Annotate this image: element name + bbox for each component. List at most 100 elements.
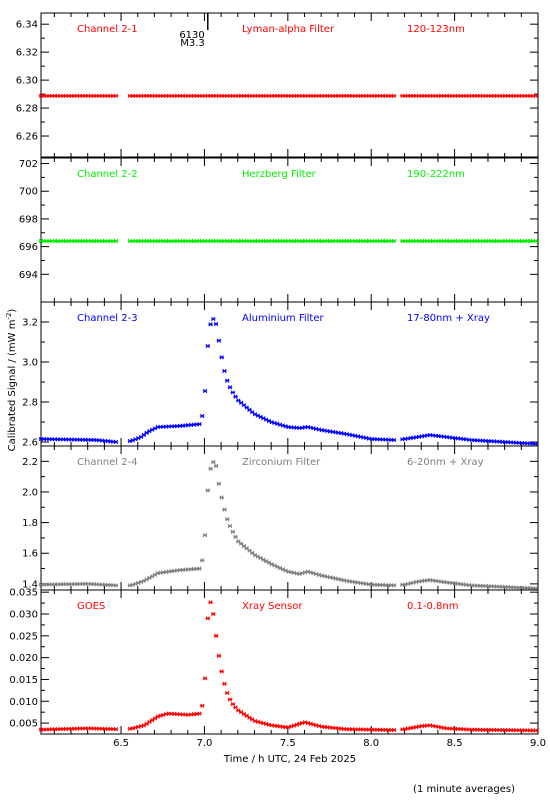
data-point <box>225 378 230 383</box>
data-point <box>200 703 205 708</box>
x-axis-title: Time / h UTC, 24 Feb 2025 <box>223 754 356 765</box>
data-point <box>219 669 224 674</box>
data-point <box>213 463 219 469</box>
y-tick-label: 698 <box>19 214 38 225</box>
data-point <box>197 711 202 716</box>
y-tick-label: 2.8 <box>22 398 38 409</box>
panel-band-label: 6-20nm + Xray <box>407 457 484 468</box>
y-axis-title: Calibrated Signal / (mW m-2) <box>5 309 18 452</box>
x-tick-label: 9.0 <box>530 738 546 749</box>
y-tick-label: 2.2 <box>22 457 38 468</box>
data-point <box>225 517 230 522</box>
data-point <box>208 466 213 471</box>
y-tick-label: 2.6 <box>22 438 38 449</box>
y-tick-label: 0.035 <box>9 588 38 599</box>
x-tick-label: 7.0 <box>196 738 212 749</box>
data-point <box>230 701 235 707</box>
series-points <box>38 238 538 244</box>
data-point <box>113 583 119 588</box>
data-point <box>391 93 397 99</box>
y-tick-label: 6.32 <box>16 48 38 59</box>
panel-5: 0.005 0.010 0.015 0.020 0.025 0.030 0.035 GOES X… <box>9 588 539 735</box>
data-point <box>216 481 222 486</box>
y-tick-label: 1.4 <box>22 579 38 590</box>
data-point <box>219 495 224 500</box>
y-tick-label: 6.30 <box>16 76 38 87</box>
y-tick-label: 0.030 <box>9 610 38 621</box>
y-tick-label: 700 <box>19 187 38 198</box>
y-axis-title-end: ) <box>7 309 18 313</box>
data-point <box>391 727 397 733</box>
data-point <box>391 583 397 588</box>
data-point <box>113 727 119 732</box>
panel-channel-label: Channel 2-4 <box>77 457 138 468</box>
panel-filter-label: Lyman-alpha Filter <box>242 24 335 35</box>
data-point <box>200 413 205 419</box>
data-point <box>222 368 227 374</box>
data-point <box>202 532 208 538</box>
data-point <box>219 355 224 360</box>
y-tick-label: 3.0 <box>22 358 38 369</box>
y-tick-label: 0.020 <box>9 653 38 664</box>
panel-frame <box>40 12 539 158</box>
data-point <box>211 611 216 617</box>
panel-band-label: 17-80nm + Xray <box>407 313 490 324</box>
data-point <box>230 529 235 534</box>
panels-layer: 6.26 6.28 6.30 6.32 6.34 Channel 2-1 Lyman-alp… <box>9 12 546 749</box>
y-tick-label: 694 <box>19 270 38 281</box>
data-point <box>197 566 202 571</box>
y-tick-label: 6.26 <box>16 132 38 143</box>
panel-channel-label: Channel 2-1 <box>77 24 138 35</box>
panel-band-label: 120-123nm <box>407 24 465 35</box>
x-tick-label: 8.5 <box>447 738 463 749</box>
panel-1: 6.26 6.28 6.30 6.32 6.34 Channel 2-1 Lyman-alp… <box>16 12 539 158</box>
y-tick-label: 1.8 <box>22 518 38 529</box>
x-tick-label: 8.0 <box>363 738 379 749</box>
data-point <box>202 676 208 681</box>
panel-channel-label: Channel 2-3 <box>77 313 138 324</box>
event-marker-class: M3.3 <box>180 38 205 49</box>
panel-channel-label: GOES <box>77 601 105 612</box>
panel-filter-label: Xray Sensor <box>242 601 303 612</box>
data-point <box>230 390 235 395</box>
y-tick-label: 696 <box>19 242 38 253</box>
data-point <box>200 558 205 563</box>
data-point <box>533 441 538 447</box>
data-point <box>113 439 119 445</box>
data-point <box>533 728 538 733</box>
data-point <box>113 93 119 99</box>
x-tick-labels: 6.5 7.0 7.5 8.0 8.5 9.0 <box>113 738 546 749</box>
data-point <box>213 633 219 638</box>
data-point <box>208 322 213 327</box>
y-axis-title-main: Calibrated Signal / (mW m <box>7 320 18 452</box>
y-tick-label: 0.010 <box>9 697 38 708</box>
panel-frame <box>40 589 539 735</box>
data-point <box>202 388 208 394</box>
data-point <box>233 534 238 540</box>
series-points <box>38 93 538 99</box>
y-tick-label: 2.0 <box>22 487 38 498</box>
data-point <box>227 385 233 390</box>
data-point <box>227 523 233 529</box>
data-point <box>391 238 397 244</box>
x-tick-label: 6.5 <box>113 738 129 749</box>
x-tick-label: 7.5 <box>280 738 296 749</box>
y-axis-title-exponent: -2 <box>5 313 13 320</box>
panel-filter-label: Zirconium Filter <box>242 457 321 468</box>
panel-filter-label: Herzberg Filter <box>242 169 317 180</box>
data-point <box>227 697 233 702</box>
data-point <box>222 507 227 512</box>
panel-filter-label: Aluminium Filter <box>242 313 325 324</box>
series-points <box>38 600 538 733</box>
data-point <box>216 653 222 658</box>
data-point <box>205 616 210 621</box>
panel-band-label: 0.1-0.8nm <box>407 601 459 612</box>
data-point <box>216 338 222 343</box>
data-point <box>197 422 202 427</box>
data-point <box>222 681 227 686</box>
y-tick-label: 6.28 <box>16 104 38 115</box>
panel-4: 1.4 1.6 1.8 2.0 2.2 Channel 2-4 Zirconium Filt… <box>22 445 539 591</box>
